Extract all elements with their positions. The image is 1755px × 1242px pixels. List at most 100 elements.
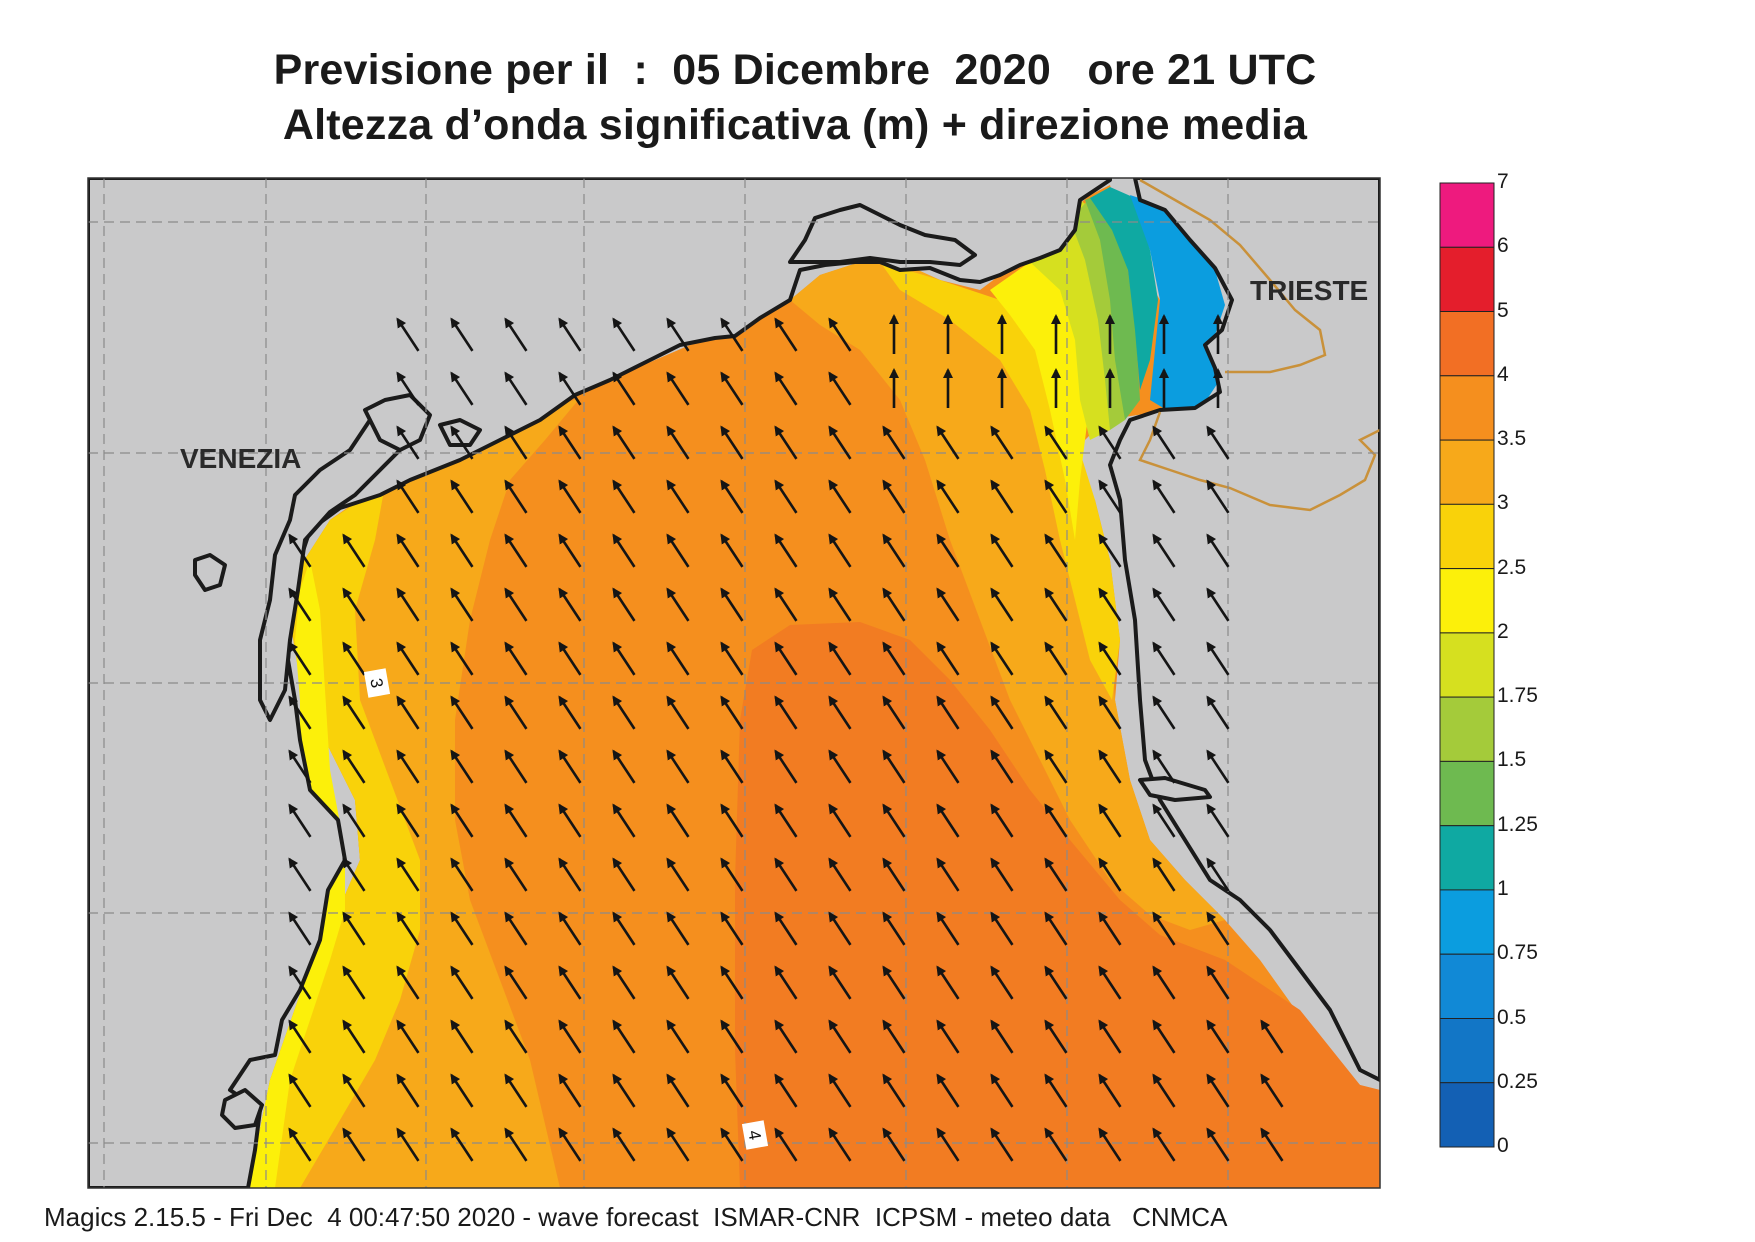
direction-arrow (774, 479, 798, 514)
direction-arrow (1206, 641, 1230, 676)
legend-swatch (1439, 375, 1495, 441)
direction-arrow (774, 587, 798, 622)
direction-arrow (1098, 533, 1122, 568)
direction-arrow (1152, 911, 1176, 946)
direction-arrow (990, 749, 1014, 784)
direction-arrow (1206, 587, 1230, 622)
direction-arrow (558, 479, 582, 514)
direction-arrow (612, 479, 636, 514)
direction-arrow (1098, 1073, 1122, 1108)
direction-arrow (882, 1127, 906, 1162)
direction-arrow (828, 911, 852, 946)
legend-swatch (1439, 889, 1495, 955)
direction-arrow (612, 371, 636, 406)
direction-arrow (1044, 1019, 1068, 1054)
direction-arrow (990, 425, 1014, 460)
direction-arrow (990, 857, 1014, 892)
direction-arrow (396, 965, 420, 1000)
legend-label: 5 (1497, 298, 1509, 322)
direction-arrow (1152, 479, 1176, 514)
legend-label: 1.5 (1497, 748, 1527, 772)
coastline (88, 178, 1380, 1188)
direction-arrow (936, 749, 960, 784)
direction-arrow (828, 533, 852, 568)
direction-arrow (1152, 749, 1176, 784)
direction-arrow (1098, 479, 1122, 514)
direction-arrow (342, 857, 366, 892)
direction-arrow (828, 587, 852, 622)
wave-direction-arrows (288, 314, 1284, 1162)
sea-wave-2.5-3m-west (248, 485, 420, 1188)
direction-arrow (1152, 641, 1176, 676)
sea-wave-2-2.5m-west (248, 560, 345, 1188)
direction-arrow (666, 1019, 690, 1054)
direction-arrow (720, 641, 744, 676)
direction-arrow (774, 371, 798, 406)
direction-arrow (882, 857, 906, 892)
direction-arrow (342, 695, 366, 730)
legend-swatch (1439, 503, 1495, 570)
direction-arrow (504, 533, 528, 568)
direction-arrow (882, 1019, 906, 1054)
legend-label: 1.75 (1497, 684, 1538, 708)
direction-arrow (990, 803, 1014, 838)
direction-arrow (1152, 1073, 1176, 1108)
direction-arrow (1044, 911, 1068, 946)
direction-arrow (1152, 587, 1176, 622)
legend-label: 0.25 (1497, 1069, 1538, 1093)
direction-arrow (396, 695, 420, 730)
direction-arrow (990, 587, 1014, 622)
legend-label: 2.5 (1497, 555, 1527, 579)
direction-arrow (450, 1127, 474, 1162)
border-line (1138, 178, 1380, 512)
direction-arrow (1206, 695, 1230, 730)
direction-arrow (936, 641, 960, 676)
direction-arrow (612, 641, 636, 676)
sea-wave-1.25-1.5m (1085, 192, 1140, 420)
direction-arrow (504, 1019, 528, 1054)
direction-arrow (720, 533, 744, 568)
legend-swatch (1439, 953, 1495, 1020)
direction-arrow (342, 911, 366, 946)
direction-arrow (774, 641, 798, 676)
direction-arrow (1044, 857, 1068, 892)
direction-arrow (342, 533, 366, 568)
direction-arrow (612, 911, 636, 946)
direction-arrow (828, 965, 852, 1000)
direction-arrow (396, 425, 420, 460)
direction-arrow (558, 587, 582, 622)
direction-arrow (288, 1127, 312, 1162)
direction-arrow (504, 803, 528, 838)
direction-arrow (1044, 1127, 1068, 1162)
direction-arrow (720, 1019, 744, 1054)
direction-arrow (882, 1073, 906, 1108)
legend-label: 0 (1497, 1134, 1509, 1157)
direction-arrow (612, 695, 636, 730)
direction-arrow (504, 641, 528, 676)
direction-arrow (828, 425, 852, 460)
direction-arrow (396, 479, 420, 514)
direction-arrow (828, 1073, 852, 1108)
direction-arrow (504, 695, 528, 730)
direction-arrow (558, 911, 582, 946)
direction-arrow (450, 695, 474, 730)
direction-arrow (828, 317, 852, 352)
direction-arrow (450, 965, 474, 1000)
direction-arrow (720, 1073, 744, 1108)
city-label-venezia: VENEZIA (180, 443, 301, 474)
direction-arrow (558, 695, 582, 730)
direction-arrow (1152, 803, 1176, 838)
svg-text:4: 4 (744, 1129, 764, 1142)
legend-swatch (1439, 311, 1495, 377)
direction-arrow (396, 641, 420, 676)
direction-arrow (558, 533, 582, 568)
direction-arrow (1098, 641, 1122, 676)
direction-arrow (666, 803, 690, 838)
direction-arrow (936, 479, 960, 514)
direction-arrow (1044, 425, 1068, 460)
sea-wave-4-5m (735, 622, 1380, 1188)
direction-arrow (936, 425, 960, 460)
direction-arrow (288, 911, 312, 946)
direction-arrow (1206, 965, 1230, 1000)
direction-arrow (288, 1073, 312, 1108)
